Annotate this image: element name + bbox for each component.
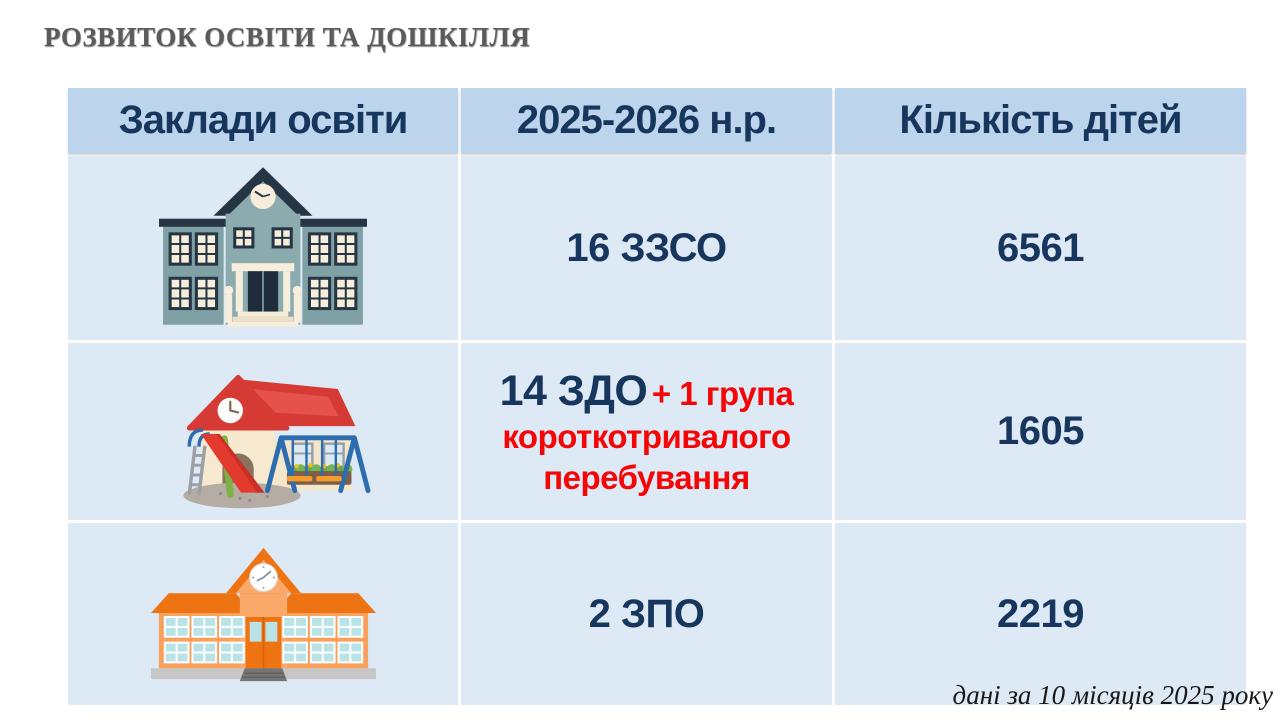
header-school-year: 2025-2026 н.р. — [461, 88, 832, 153]
header-children-count: Кількість дітей — [835, 88, 1246, 153]
page-title: РОЗВИТОК ОСВІТИ ТА ДОШКІЛЛЯ — [44, 22, 531, 52]
table-row-zzso-icon-cell — [68, 156, 458, 340]
table-row-zpo-children-cell: 2219 — [835, 523, 1246, 705]
kindergarten-building-icon — [182, 374, 370, 509]
zpo-count-label: 2 ЗПО — [588, 591, 705, 636]
out-of-school-building-icon — [150, 547, 376, 681]
table-row-zdo-count-cell: 14 ЗДО + 1 група короткотривалого перебу… — [461, 343, 832, 520]
zzso-children-count: 6561 — [997, 225, 1084, 270]
zpo-children-count: 2219 — [997, 591, 1084, 636]
table-row-zpo-icon-cell — [68, 523, 458, 705]
table-row-zzso-count-cell: 16 ЗЗСО — [461, 156, 832, 340]
zdo-count-label: 14 ЗДО + 1 група короткотривалого перебу… — [500, 365, 794, 498]
zdo-count-main: 14 ЗДО — [499, 367, 648, 416]
table-row-zdo-children-cell: 1605 — [835, 343, 1246, 520]
zdo-extra-line2: короткотривалого — [502, 418, 791, 456]
school-building-icon — [159, 166, 367, 327]
table-row-zzso-children-cell: 6561 — [835, 156, 1246, 340]
education-table: Заклади освіти 2025-2026 н.р. Кількість … — [68, 88, 1246, 705]
table-row-zpo-count-cell: 2 ЗПО — [461, 523, 832, 705]
table-row-zdo-icon-cell — [68, 343, 458, 520]
zdo-extra-group: + 1 група — [651, 375, 794, 413]
header-institutions: Заклади освіти — [68, 88, 458, 153]
zzso-count-label: 16 ЗЗСО — [566, 225, 727, 270]
zdo-extra-line3: перебування — [543, 458, 750, 496]
zdo-children-count: 1605 — [997, 409, 1084, 453]
data-period-footnote: дані за 10 місяців 2025 року — [952, 680, 1273, 710]
